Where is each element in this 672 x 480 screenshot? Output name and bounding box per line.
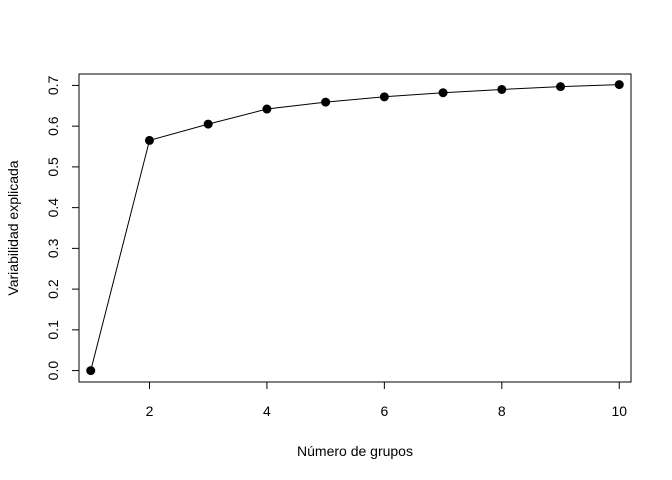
y-tick-label: 0.7 — [45, 75, 61, 95]
x-tick-label: 4 — [263, 403, 271, 419]
data-point — [321, 97, 331, 107]
y-tick-label: 0.3 — [45, 238, 61, 258]
data-point — [556, 82, 566, 92]
x-tick-label: 10 — [611, 403, 627, 419]
y-tick-label: 0.0 — [45, 361, 61, 381]
data-point — [203, 119, 213, 129]
data-point — [438, 88, 448, 98]
data-point — [614, 80, 624, 90]
y-tick-label: 0.5 — [45, 157, 61, 177]
y-tick-label: 0.2 — [45, 279, 61, 299]
data-point — [262, 104, 272, 114]
y-tick-label: 0.1 — [45, 320, 61, 340]
y-axis-label: Variabilidad explicada — [5, 160, 21, 295]
x-axis: 2 4 6 8 10 — [146, 381, 627, 419]
data-points — [86, 80, 624, 376]
y-axis: 0.0 0.1 0.2 0.3 0.4 0.5 0.6 0.7 — [45, 75, 80, 381]
x-tick-label: 8 — [498, 403, 506, 419]
data-point — [144, 135, 154, 145]
plot-frame — [78, 73, 632, 383]
y-tick-label: 0.4 — [45, 198, 61, 218]
data-point — [86, 366, 96, 376]
y-tick-label: 0.6 — [45, 116, 61, 136]
x-tick-label: 2 — [146, 403, 154, 419]
data-point — [379, 92, 389, 102]
series-line — [90, 84, 620, 371]
x-tick-label: 6 — [380, 403, 388, 419]
data-point — [497, 84, 507, 94]
x-axis-label: Número de grupos — [297, 443, 413, 459]
